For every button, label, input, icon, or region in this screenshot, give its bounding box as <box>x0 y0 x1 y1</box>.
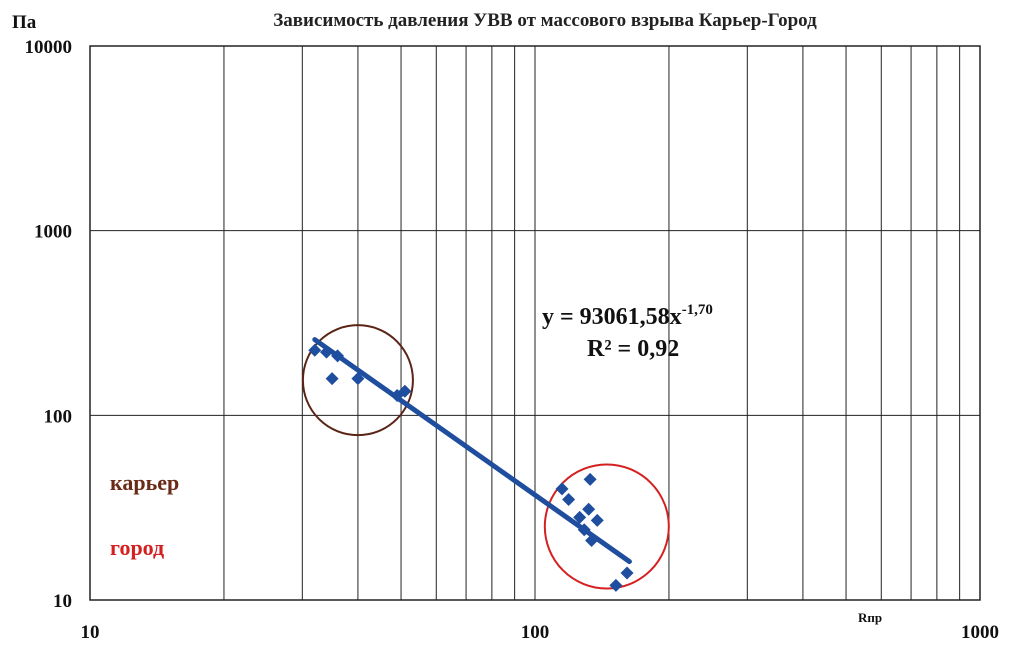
tick-layer: 10 100 1000 10 100 1000 10000 <box>25 37 1000 643</box>
y-tick-label: 100 <box>44 406 73 427</box>
y-tick-label: 10000 <box>25 37 73 58</box>
data-point <box>585 533 599 547</box>
y-tick-label: 10 <box>53 591 72 612</box>
legend-gorod: город <box>110 535 164 560</box>
data-point <box>320 345 334 359</box>
trend-equation-base: y = 93061,58x <box>542 304 682 330</box>
data-point <box>308 343 322 357</box>
trendline <box>312 337 632 565</box>
group-circle <box>543 463 670 590</box>
group-circles <box>301 324 670 590</box>
x-axis-label: Rпр <box>858 610 882 625</box>
grid-layer <box>90 46 980 600</box>
data-point <box>582 502 596 516</box>
data-point <box>331 349 345 363</box>
data-point <box>398 384 412 398</box>
trendline-layer <box>312 337 632 565</box>
data-point <box>577 523 591 537</box>
x-tick-label: 10 <box>81 622 100 643</box>
y-tick-label: 1000 <box>34 222 72 243</box>
x-tick-label: 100 <box>521 622 550 643</box>
data-point <box>351 372 365 386</box>
data-point <box>609 578 623 592</box>
data-point <box>573 510 587 524</box>
trend-equation: y = 93061,58x-1,70 <box>542 302 713 330</box>
data-point <box>555 482 569 496</box>
group-circle <box>301 324 414 437</box>
data-point <box>562 493 576 507</box>
x-tick-label: 1000 <box>961 622 999 643</box>
data-point <box>325 372 339 386</box>
data-point <box>583 472 597 486</box>
chart-title: Зависимость давления УВВ от массового вз… <box>273 10 817 31</box>
r-squared: R² = 0,92 <box>587 336 679 362</box>
data-point <box>590 513 604 527</box>
data-points <box>308 343 634 592</box>
legend-karier: карьер <box>110 470 179 495</box>
data-point <box>620 566 634 580</box>
trend-equation-exponent: -1,70 <box>682 302 713 318</box>
plot-frame <box>89 45 981 601</box>
y-axis-label: Па <box>12 12 37 33</box>
